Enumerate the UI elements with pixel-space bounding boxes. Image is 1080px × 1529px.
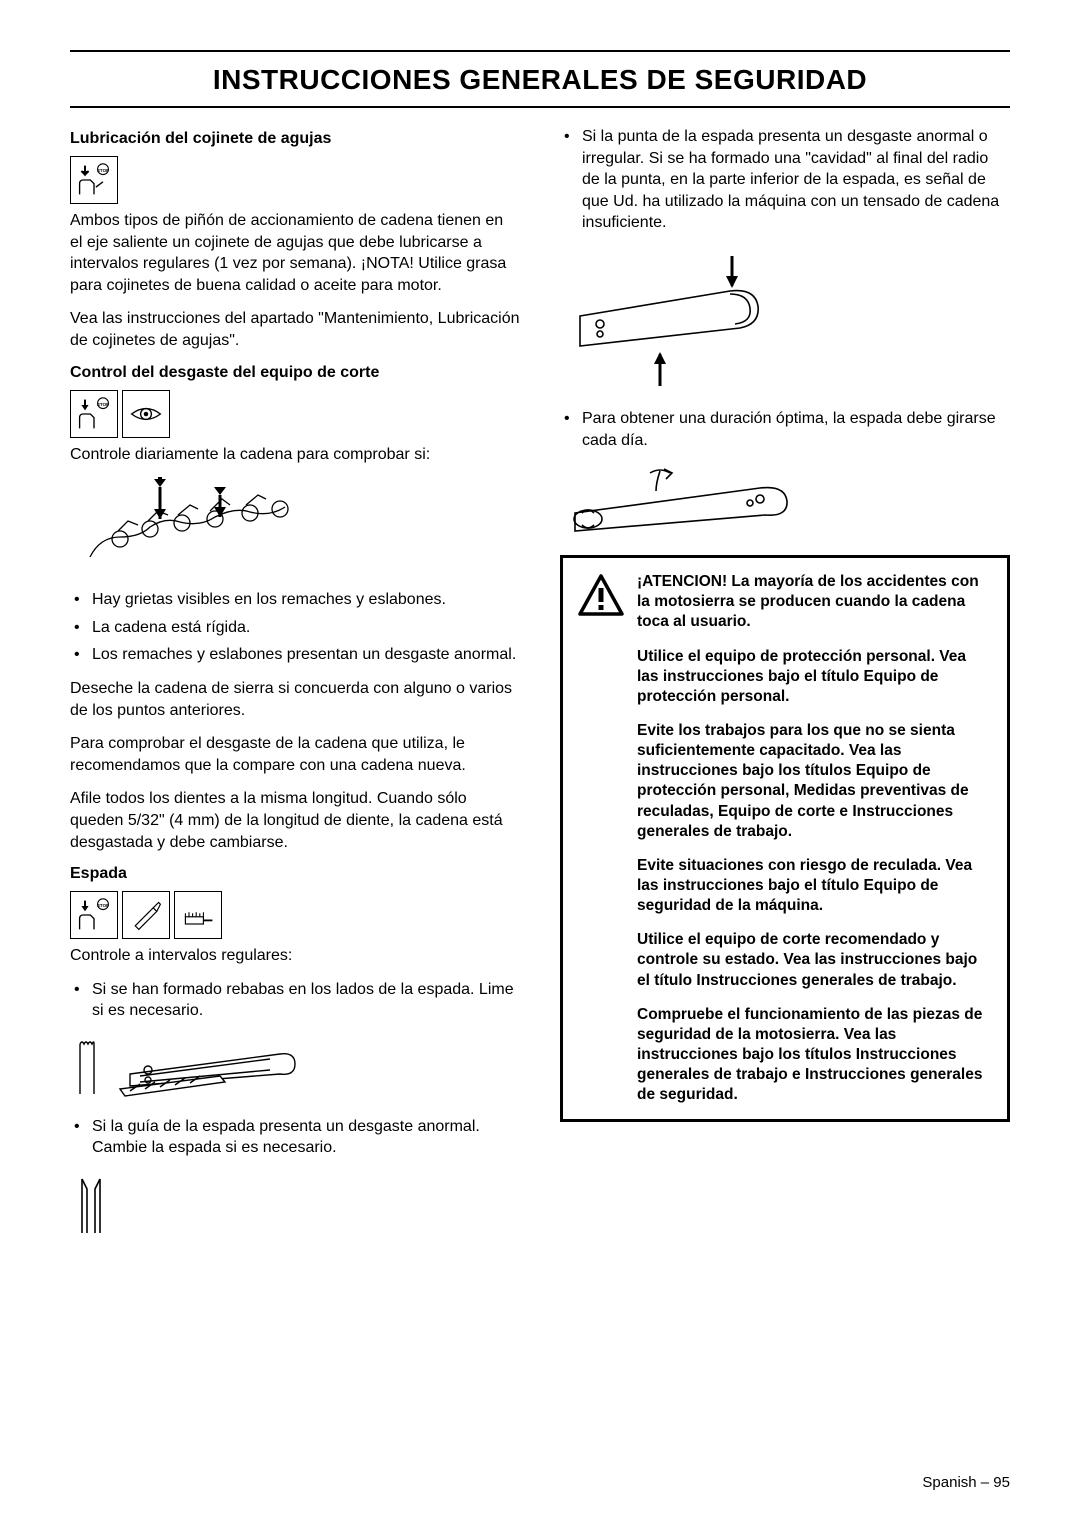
right-list-2: Para obtener una duración óptima, la esp…: [560, 408, 1010, 451]
content-columns: Lubricación del cojinete de agujas STOP …: [70, 126, 1010, 1253]
list-item: Hay grietas visibles en los remaches y e…: [92, 589, 520, 611]
bar-burr-diagram: [70, 1034, 520, 1104]
bar-groove-diagram: [70, 1171, 520, 1241]
icon-row-control: STOP: [70, 390, 520, 438]
list-item: La cadena está rígida.: [92, 617, 520, 639]
title-rule: [70, 106, 1010, 108]
top-rule: [70, 50, 1010, 52]
bar-tip-wear-diagram: [560, 246, 1010, 396]
para-sec2-4: Afile todos los dientes a la misma longi…: [70, 788, 520, 853]
espada-list-1: Si se han formado rebabas en los lados d…: [70, 979, 520, 1022]
warning-box: ¡ATENCION! La mayoría de los accidentes …: [560, 555, 1010, 1122]
warning-text: ¡ATENCION! La mayoría de los accidentes …: [637, 572, 991, 1105]
left-column: Lubricación del cojinete de agujas STOP …: [70, 126, 520, 1253]
chain-check-list: Hay grietas visibles en los remaches y e…: [70, 589, 520, 666]
right-list-1: Si la punta de la espada presenta un des…: [560, 126, 1010, 234]
page-footer: Spanish – 95: [922, 1474, 1010, 1491]
page-title: INSTRUCCIONES GENERALES DE SEGURIDAD: [70, 64, 1010, 96]
right-column: Si la punta de la espada presenta un des…: [560, 126, 1010, 1253]
svg-text:STOP: STOP: [97, 168, 109, 173]
subhead-control: Control del desgaste del equipo de corte: [70, 364, 520, 382]
file-tool-icon: [122, 891, 170, 939]
espada-list-2: Si la guía de la espada presenta un desg…: [70, 1116, 520, 1159]
brush-tool-icon: [174, 891, 222, 939]
warning-triangle-icon: [577, 572, 625, 1105]
list-item: Si se han formado rebabas en los lados d…: [92, 979, 520, 1022]
para-sec2-1: Controle diariamente la cadena para comp…: [70, 444, 520, 466]
subhead-lubricacion: Lubricación del cojinete de agujas: [70, 130, 520, 148]
eye-target-icon: [122, 390, 170, 438]
warn-p3: Evite los trabajos para los que no se si…: [637, 721, 991, 842]
para-sec2-2: Deseche la cadena de sierra si concuerda…: [70, 678, 520, 721]
warn-p5: Utilice el equipo de corte recomendado y…: [637, 930, 991, 990]
para-sec2-3: Para comprobar el desgaste de la cadena …: [70, 733, 520, 776]
warn-p2: Utilice el equipo de protección personal…: [637, 647, 991, 707]
chain-inspect-diagram: [70, 477, 520, 577]
svg-text:STOP: STOP: [97, 401, 109, 406]
list-item: Si la guía de la espada presenta un desg…: [92, 1116, 520, 1159]
list-item: Para obtener una duración óptima, la esp…: [582, 408, 1010, 451]
bar-flip-diagram: [560, 463, 1010, 543]
stop-grease-icon-3: STOP: [70, 891, 118, 939]
stop-grease-icon-2: STOP: [70, 390, 118, 438]
para-sec1-2: Vea las instrucciones del apartado "Mant…: [70, 308, 520, 351]
warn-p6: Compruebe el funcionamiento de las pieza…: [637, 1005, 991, 1106]
icon-row-lubricacion: STOP: [70, 156, 520, 204]
svg-text:STOP: STOP: [97, 903, 109, 908]
para-sec3-1: Controle a intervalos regulares:: [70, 945, 520, 967]
stop-grease-icon: STOP: [70, 156, 118, 204]
icon-row-espada: STOP: [70, 891, 520, 939]
warn-p4: Evite situaciones con riesgo de reculada…: [637, 856, 991, 916]
list-item: Los remaches y eslabones presentan un de…: [92, 644, 520, 666]
list-item: Si la punta de la espada presenta un des…: [582, 126, 1010, 234]
para-sec1-1: Ambos tipos de piñón de accionamiento de…: [70, 210, 520, 296]
warn-p1: ¡ATENCION! La mayoría de los accidentes …: [637, 572, 991, 632]
subhead-espada: Espada: [70, 865, 520, 883]
